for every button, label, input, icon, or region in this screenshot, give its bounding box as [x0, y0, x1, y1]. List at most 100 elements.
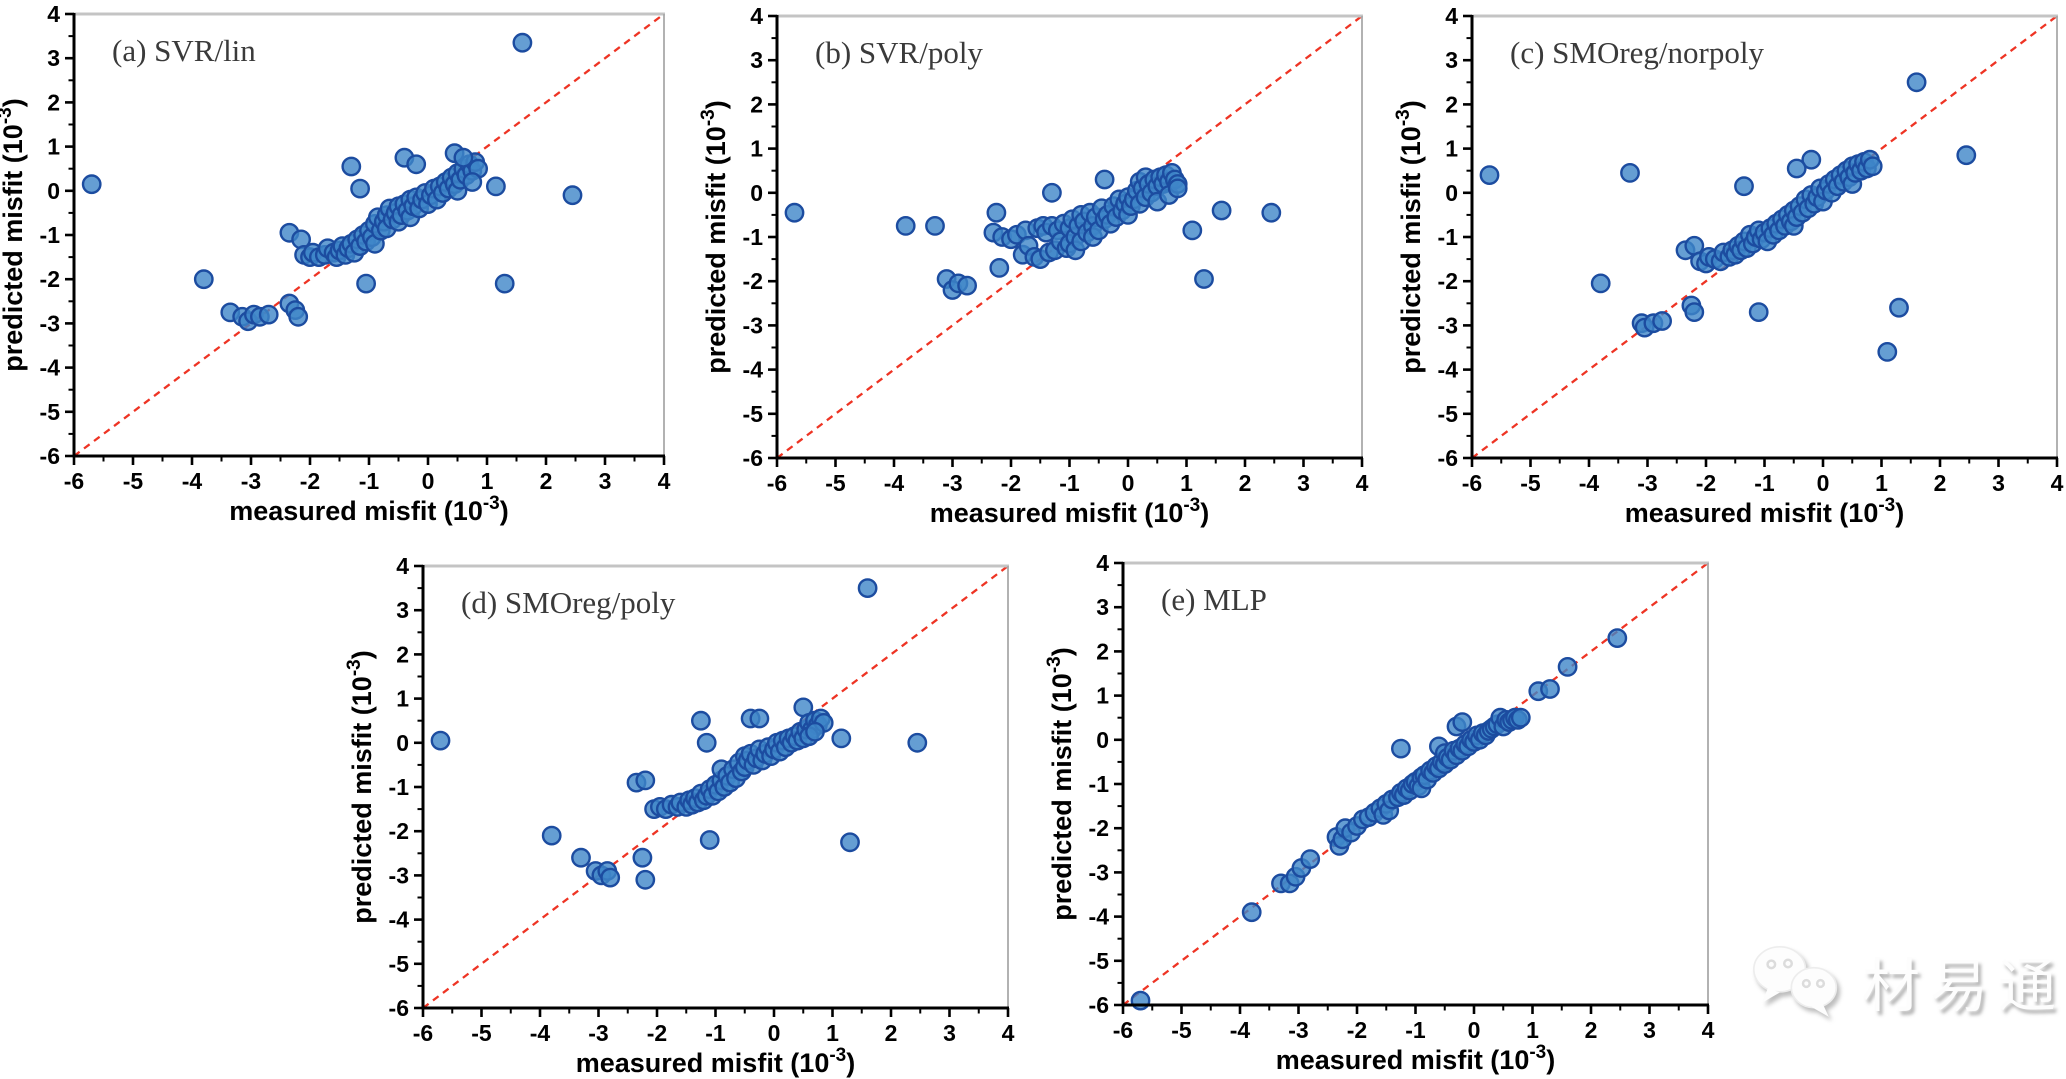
data-point [986, 202, 1007, 223]
data-point [1590, 273, 1611, 294]
x-tick-labels: 3 [1297, 470, 1310, 496]
x-tick-labels: 0 [1122, 470, 1135, 496]
svg-text:0: 0 [396, 730, 409, 756]
data-point [1041, 182, 1062, 203]
svg-text:-3: -3 [743, 312, 763, 338]
svg-text:3: 3 [599, 468, 612, 494]
x-tick-labels: 0 [1468, 1017, 1481, 1043]
svg-text:-6: -6 [1462, 470, 1482, 496]
x-tick-labels: 1 [1526, 1017, 1539, 1043]
x-tick-labels: -4 [1579, 470, 1600, 496]
svg-text:-2: -2 [40, 266, 60, 292]
y-tick-labels: 0 [1096, 727, 1109, 753]
y-tick-labels: 0 [396, 730, 409, 756]
x-tick-labels: 1 [1875, 470, 1888, 496]
svg-text:-4: -4 [743, 357, 764, 383]
svg-text:2: 2 [1445, 91, 1458, 117]
y-tick-labels: 4 [396, 553, 409, 579]
data-point [356, 273, 376, 294]
x-tick-labels: -2 [1001, 470, 1021, 496]
scatter-panel-b: -6 -5 -4 -3 -2 -1 0 1 2 3 4 4 3 2 1 0 -1 -2 -3 -4 -5 -6 measur… [690, 0, 1382, 540]
svg-text:-5: -5 [1089, 948, 1110, 974]
svg-text:3: 3 [1643, 1017, 1656, 1043]
y-tick-labels: -2 [40, 266, 60, 292]
y-tick-labels: 4 [750, 3, 763, 29]
x-axis-title: measured misfit (10-3) [1625, 495, 1905, 528]
svg-text:2: 2 [750, 91, 763, 117]
x-tick-labels: -6 [767, 470, 787, 496]
data-point [957, 275, 977, 296]
x-tick-labels: -4 [182, 468, 203, 494]
data-point [1801, 149, 1822, 170]
svg-text:-3: -3 [1438, 312, 1458, 338]
y-tick-labels: 0 [750, 180, 763, 206]
data-point [635, 770, 656, 791]
y-tick-labels: -4 [40, 355, 61, 381]
svg-text:-1: -1 [705, 1020, 726, 1046]
y-tick-labels: -3 [1438, 312, 1458, 338]
svg-text:-5: -5 [825, 470, 846, 496]
svg-text:-4: -4 [1438, 357, 1459, 383]
x-tick-labels: 1 [1180, 470, 1193, 496]
svg-text:-6: -6 [1089, 992, 1109, 1018]
y-axis-title: predicted misfit (10-3) [344, 650, 377, 923]
data-point [1906, 72, 1927, 93]
data-point [805, 721, 825, 742]
y-tick-labels: 3 [47, 45, 60, 71]
svg-text:-5: -5 [1438, 401, 1459, 427]
data-point [1862, 156, 1883, 177]
svg-text:1: 1 [750, 136, 763, 162]
svg-text:2: 2 [396, 641, 409, 667]
svg-text:1: 1 [1526, 1017, 1539, 1043]
y-tick-labels: 2 [47, 89, 60, 115]
data-point [1607, 628, 1628, 649]
svg-text:-3: -3 [588, 1020, 608, 1046]
x-axis-title: measured misfit (10-3) [576, 1045, 856, 1078]
svg-text:4: 4 [2051, 470, 2064, 496]
scatter-panel-e: -6 -5 -4 -3 -2 -1 0 1 2 3 4 4 3 2 1 0 -1 -2 -3 -4 -5 -6 measur… [1020, 540, 1720, 1079]
x-tick-labels: -6 [1113, 1017, 1133, 1043]
svg-text:4: 4 [1096, 550, 1109, 576]
data-point [341, 156, 362, 177]
y-tick-labels: -1 [40, 222, 61, 248]
svg-text:-1: -1 [1059, 470, 1080, 496]
panel-title: (c) SMOreg/norpoly [1510, 35, 1764, 70]
svg-text:-1: -1 [389, 774, 410, 800]
x-tick-labels: 2 [885, 1020, 898, 1046]
svg-text:-1: -1 [743, 224, 764, 250]
data-point [1734, 176, 1754, 197]
svg-text:-4: -4 [884, 470, 905, 496]
svg-text:-2: -2 [647, 1020, 667, 1046]
x-tick-labels: -1 [1754, 470, 1775, 496]
y-tick-labels: 1 [750, 136, 763, 162]
y-axis-title: predicted misfit (10-3) [698, 100, 731, 373]
x-tick-labels: 4 [1702, 1017, 1715, 1043]
x-tick-labels: -3 [1637, 470, 1657, 496]
data-point [462, 172, 483, 192]
svg-text:-2: -2 [1089, 815, 1109, 841]
y-axis-title: predicted misfit (10-3) [0, 98, 28, 371]
svg-text:2: 2 [1934, 470, 1947, 496]
svg-text:-5: -5 [743, 401, 764, 427]
x-tick-labels: 4 [1002, 1020, 1015, 1046]
svg-text:-2: -2 [389, 818, 409, 844]
panel-title: (a) SVR/lin [112, 33, 256, 68]
y-tick-labels: -6 [743, 445, 763, 471]
y-tick-labels: 1 [1445, 136, 1458, 162]
y-tick-labels: 2 [396, 641, 409, 667]
data-point [1620, 162, 1640, 183]
y-tick-labels: -4 [1438, 357, 1459, 383]
svg-text:0: 0 [422, 468, 435, 494]
x-tick-labels: -4 [1230, 1017, 1251, 1043]
svg-text:-5: -5 [471, 1020, 492, 1046]
x-tick-labels: 0 [768, 1020, 781, 1046]
svg-text:-6: -6 [1438, 445, 1458, 471]
scatter-points [81, 32, 583, 332]
data-point [1510, 707, 1531, 728]
scatter-panel-d: -6 -5 -4 -3 -2 -1 0 1 2 3 4 4 3 2 1 0 -1 -2 -3 -4 -5 -6 measur… [310, 540, 1020, 1079]
data-point [430, 730, 451, 751]
x-axis-title: measured misfit (10-3) [1276, 1042, 1556, 1075]
data-point [831, 728, 852, 749]
svg-text:-6: -6 [413, 1020, 433, 1046]
x-tick-labels: -6 [413, 1020, 433, 1046]
